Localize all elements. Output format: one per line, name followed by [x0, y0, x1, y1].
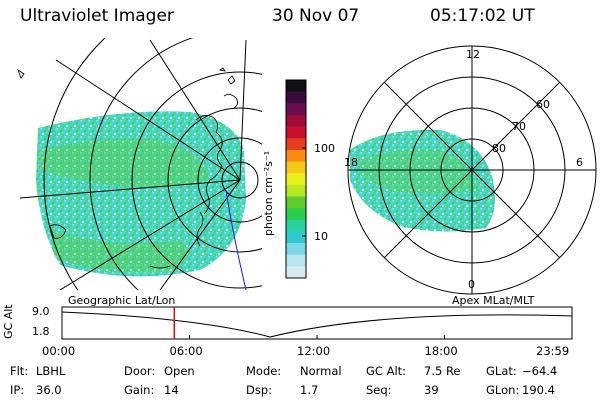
status-value: −64.4	[522, 364, 558, 378]
colorbar-swatch	[286, 254, 306, 267]
status-value: 39	[424, 383, 439, 397]
status-label: Mode:	[246, 364, 282, 378]
instrument-title: Ultraviolet Imager	[20, 6, 174, 26]
colorbar-swatch	[286, 91, 306, 104]
status-label: GLat:	[486, 364, 517, 378]
colorbar-swatch	[286, 266, 306, 279]
colorbar-swatch	[286, 161, 306, 174]
alt-xtick-label: 06:00	[169, 344, 203, 358]
colorbar-swatch	[286, 243, 306, 256]
colorbar-swatch	[286, 184, 306, 197]
status-label: Dsp:	[246, 383, 273, 397]
status-value: 14	[164, 383, 179, 397]
altitude-curve	[61, 311, 573, 338]
alt-xtick-label: 12:00	[297, 344, 331, 358]
geo-caption: Geographic Lat/Lon	[68, 294, 176, 307]
status-value: 7.5 Re	[424, 364, 461, 378]
colorbar-swatch	[286, 196, 306, 209]
mlt-12: 12	[466, 48, 480, 61]
status-value: 1.7	[300, 383, 319, 397]
status-value: Normal	[300, 364, 342, 378]
mlat-70: 70	[512, 120, 526, 133]
colorbar-swatch	[286, 138, 306, 151]
colorbar-units: photon cm⁻²s⁻¹	[262, 150, 275, 236]
alt-ylabel: GC Alt	[2, 304, 15, 339]
mlt-0: 0	[468, 278, 475, 291]
colorbar-swatch	[286, 219, 306, 232]
status-value: 190.4	[522, 383, 555, 397]
alt-ytick-bottom: 1.8	[32, 325, 50, 338]
colorbar-swatch	[286, 208, 306, 221]
colorbar-swatch	[286, 149, 306, 163]
colorbar-swatch	[286, 114, 306, 128]
time-label: 05:17:02 UT	[430, 6, 535, 26]
date-label: 30 Nov 07	[272, 6, 360, 26]
status-label: Gain:	[124, 383, 155, 397]
alt-xtick-label: 00:00	[42, 344, 76, 358]
mlt-6: 6	[576, 156, 583, 169]
status-label: IP:	[10, 383, 25, 397]
altitude-plot	[61, 306, 573, 340]
polar-map	[347, 45, 597, 295]
status-value: LBHL	[36, 364, 66, 378]
colorbar-swatch	[286, 231, 306, 244]
status-value: 36.0	[36, 383, 62, 397]
mlt-18: 18	[344, 156, 358, 169]
colorbar-frame	[285, 79, 307, 279]
status-label: Seq:	[366, 383, 392, 397]
status-label: Flt:	[10, 364, 29, 378]
colorbar-tick-10: 10	[314, 230, 328, 243]
colorbar	[285, 79, 307, 279]
apex-caption: Apex MLat/MLT	[452, 294, 535, 307]
alt-ytick-top: 9.0	[32, 305, 50, 318]
alt-xtick-label: 23:59	[536, 344, 570, 358]
geographic-map	[17, 38, 262, 290]
status-value: Open	[164, 364, 195, 378]
colorbar-swatch	[286, 126, 306, 139]
colorbar-swatch	[286, 173, 306, 186]
mlat-60: 60	[536, 98, 550, 111]
colorbar-swatch	[286, 80, 306, 93]
status-label: GLon:	[486, 383, 520, 397]
colorbar-tick-100: 100	[314, 142, 335, 155]
status-label: GC Alt:	[366, 364, 407, 378]
alt-xtick-label: 18:00	[424, 344, 458, 358]
colorbar-swatch	[286, 103, 306, 116]
mlat-80: 80	[492, 142, 506, 155]
status-label: Door:	[124, 364, 156, 378]
